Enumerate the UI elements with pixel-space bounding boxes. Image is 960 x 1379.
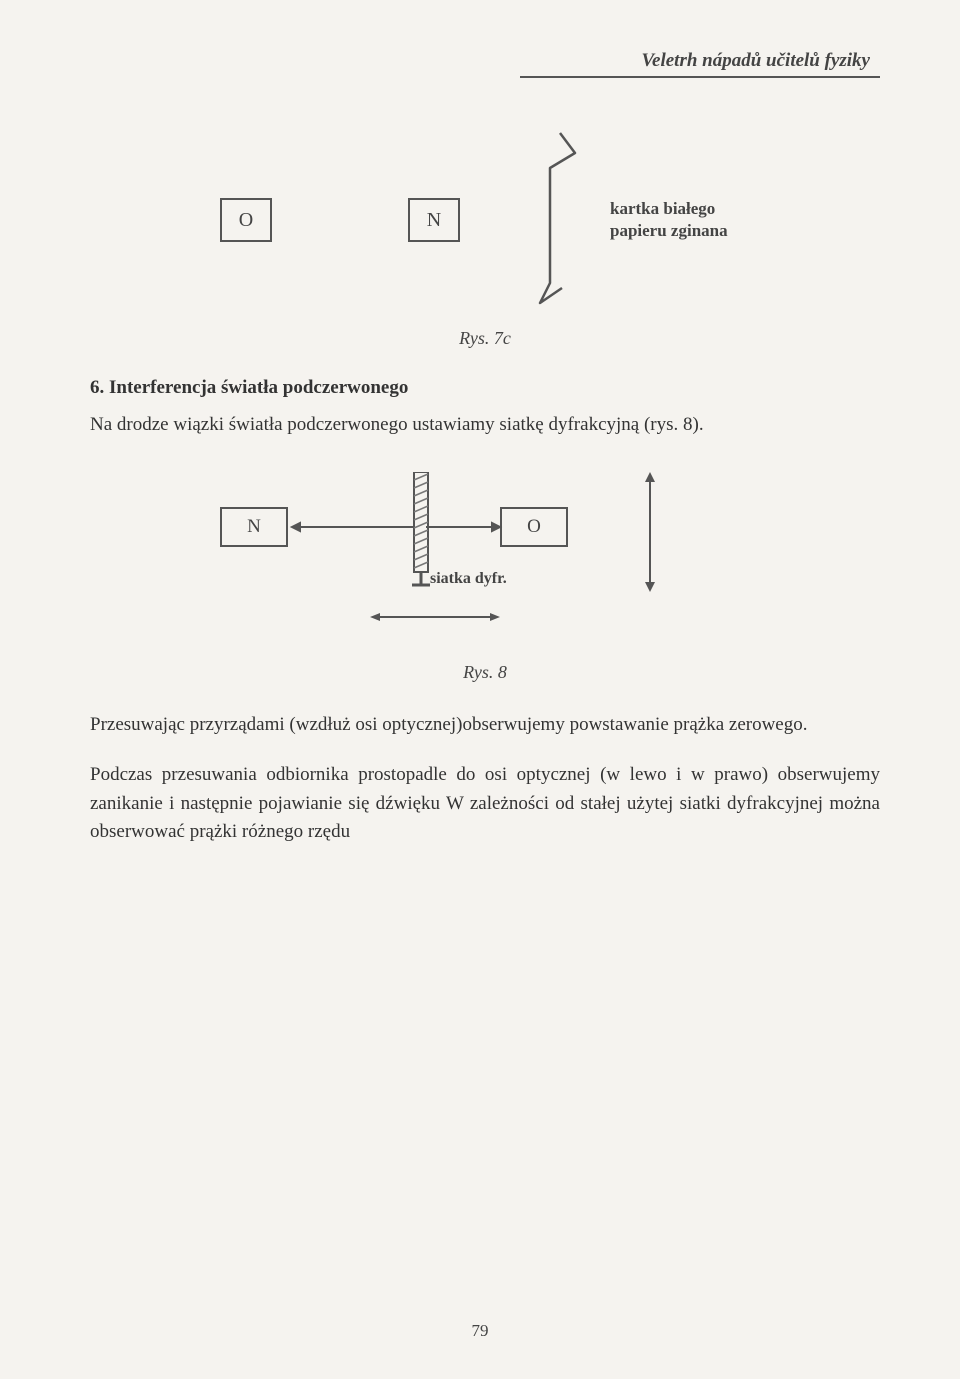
section-6-heading: 6. Interferencja światła podczerwonego — [90, 377, 880, 399]
fig7c-paper-label: kartka białego papieru zginana — [610, 198, 728, 242]
fig7c-label-line2: papieru zginana — [610, 220, 728, 242]
figure-8: N O siatka dyfr. — [220, 462, 880, 652]
fig7c-caption: Rys. 7c — [90, 328, 880, 349]
fig8-grating-label: siatka dyfr. — [430, 570, 507, 588]
header-rule — [520, 76, 880, 78]
fig8-arrow-grating-to-o — [426, 520, 504, 534]
fig8-box-o: O — [500, 507, 568, 547]
section-6-intro: Na drodze wiązki światła podczerwonego u… — [90, 411, 880, 440]
fig7c-box-n: N — [408, 198, 460, 242]
paragraph-1: Przesuwając przyrządami (wzdłuż osi opty… — [90, 711, 880, 740]
fig8-caption: Rys. 8 — [90, 662, 880, 683]
fig8-grating — [412, 472, 430, 592]
paragraph-2: Podczas przesuwania odbiornika prostopad… — [90, 761, 880, 847]
fig8-box-n: N — [220, 507, 288, 547]
fig7c-paper-curve — [520, 128, 590, 318]
fig8-double-arrow — [370, 610, 500, 624]
fig7c-box-o: O — [220, 198, 272, 242]
page-header-title: Veletrh nápadů učitelů fyziky — [90, 50, 880, 72]
figure-7c: O N kartka białego papieru zginana — [220, 128, 880, 318]
fig7c-label-line1: kartka białego — [610, 198, 728, 220]
fig8-screen — [640, 472, 660, 592]
fig8-arrow-n-to-grating — [288, 520, 418, 534]
page-number: 79 — [0, 1321, 960, 1341]
